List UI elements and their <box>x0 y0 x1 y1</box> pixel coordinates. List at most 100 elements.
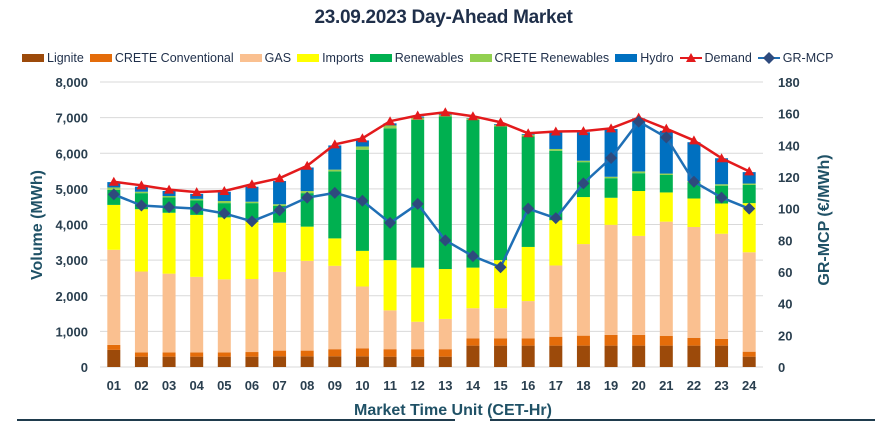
marker-gr-mcp <box>273 204 286 217</box>
bar-imports <box>273 222 287 272</box>
bar-imports <box>659 192 673 222</box>
marker-gr-mcp <box>687 175 700 188</box>
bar-crete-conventional <box>273 350 287 357</box>
bar-hydro <box>245 186 259 202</box>
bottom-rule-right <box>490 419 875 421</box>
y-axis-right: 0 20 40 60 80 100 120 140 160 180 <box>778 75 800 375</box>
bar-lignite <box>134 356 148 367</box>
bar-stack <box>162 191 176 367</box>
marker-gr-mcp <box>549 212 562 225</box>
marker-demand <box>661 123 672 133</box>
bar-renewables <box>604 178 618 198</box>
bar-imports <box>383 260 397 311</box>
bar-crete-conventional <box>328 349 342 357</box>
y2-tick-label: 140 <box>778 138 800 153</box>
bar-imports <box>355 250 369 287</box>
marker-gr-mcp <box>494 261 507 274</box>
legend-swatch <box>239 54 262 62</box>
x-tick-label: 18 <box>576 378 590 393</box>
legend-item-imports: Imports <box>297 51 364 65</box>
x-tick-label: 24 <box>742 378 757 393</box>
bar-gas <box>742 252 756 352</box>
bar-stack <box>715 158 729 367</box>
y-tick-label: 0 <box>81 360 88 375</box>
marker-gr-mcp <box>107 188 120 201</box>
bar-lignite <box>383 356 397 367</box>
marker-gr-mcp <box>301 191 314 204</box>
bar-gas <box>521 301 535 339</box>
legend-item-gas: GAS <box>239 51 292 65</box>
bar-crete-renewables <box>217 200 231 204</box>
bar-imports <box>576 197 590 245</box>
legend-item-renewables: Renewables <box>369 51 464 65</box>
bottom-rule-left <box>17 419 455 421</box>
bar-renewables <box>659 174 673 193</box>
bar-hydro <box>355 140 369 147</box>
bar-renewables <box>383 128 397 261</box>
bar-gas <box>107 249 121 345</box>
marker-demand <box>246 179 257 189</box>
y2-tick-label: 60 <box>778 265 792 280</box>
bar-lignite <box>411 356 425 367</box>
bar-gas <box>300 260 314 351</box>
marker-demand <box>440 107 451 117</box>
legend-label: Renewables <box>394 51 464 65</box>
bar-imports <box>632 191 646 236</box>
x-tick-label: 07 <box>272 378 286 393</box>
x-tick-label: 17 <box>549 378 563 393</box>
bar-imports <box>190 214 204 277</box>
marker-demand <box>606 123 617 133</box>
legend-label: Demand <box>704 51 752 65</box>
x-tick-label: 22 <box>687 378 701 393</box>
bar-lignite <box>576 345 590 367</box>
x-tick-label: 08 <box>300 378 314 393</box>
bar-renewables <box>494 126 508 261</box>
bar-crete-conventional <box>300 350 314 357</box>
line-demand <box>113 111 750 194</box>
bar-gas <box>383 310 397 350</box>
bar-crete-renewables <box>742 183 756 185</box>
bar-crete-conventional <box>742 351 756 357</box>
bar-renewables <box>466 119 480 268</box>
bar-crete-conventional <box>438 349 452 357</box>
y-tick-label: 5,000 <box>55 182 88 197</box>
marker-gr-mcp <box>439 234 452 247</box>
x-axis-title: Market Time Unit (CET-Hr) <box>354 402 552 419</box>
bar-stack <box>411 116 425 367</box>
bar-imports <box>521 246 535 302</box>
bar-imports <box>328 238 342 266</box>
bar-gas <box>604 224 618 335</box>
marker-demand <box>219 186 230 196</box>
bar-lignite <box>742 356 756 367</box>
y-axis-left: 0 1,000 2,000 3,000 4,000 5,000 6,000 7,000 8,00… <box>55 75 88 375</box>
bar-lignite <box>687 345 701 367</box>
bar-stack <box>742 172 756 367</box>
bar-stack <box>383 123 397 367</box>
legend-label: GAS <box>264 51 292 65</box>
bar-crete-conventional <box>687 337 701 346</box>
bar-lignite <box>245 356 259 367</box>
bar-crete-conventional <box>521 338 535 346</box>
bar-crete-conventional <box>190 352 204 357</box>
bar-renewables <box>411 119 425 268</box>
marker-demand <box>688 135 699 145</box>
bar-lignite <box>217 356 231 367</box>
bar-stack <box>245 186 259 367</box>
bar-imports <box>162 212 176 274</box>
bar-lignite <box>300 356 314 367</box>
marker-gr-mcp <box>605 152 618 164</box>
legend-swatch <box>469 54 492 62</box>
bar-lignite <box>355 356 369 367</box>
bar-hydro <box>687 142 701 182</box>
bar-stack <box>576 132 590 367</box>
bar-gas <box>576 244 590 336</box>
x-tick-label: 05 <box>217 378 231 393</box>
bar-imports <box>549 220 563 266</box>
legend-label: Lignite <box>47 51 84 65</box>
bar-stack <box>604 129 618 367</box>
bar-lignite <box>107 349 121 367</box>
bar-renewables <box>549 150 563 221</box>
bar-stack <box>355 140 369 367</box>
bar-gas <box>549 265 563 337</box>
